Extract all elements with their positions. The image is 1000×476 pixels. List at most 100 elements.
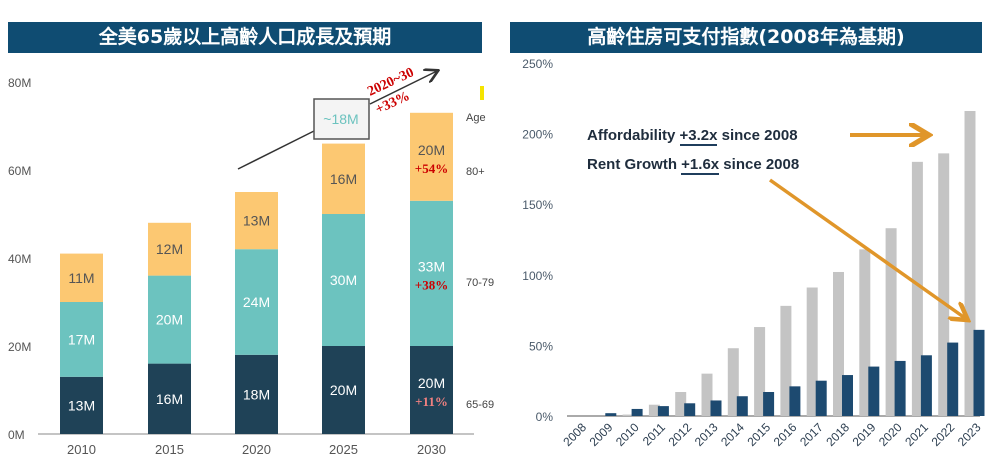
- bar-segment-70-79: [235, 249, 278, 355]
- bar-affordability: [833, 271, 844, 416]
- callout-line: [237, 130, 315, 170]
- right-chart-title: 高齡住房可支付指數(2008年為基期): [510, 22, 982, 53]
- x-tick-label: 2015: [744, 420, 773, 449]
- bar-segment-80+: [235, 192, 278, 250]
- bar-affordability: [806, 287, 818, 416]
- y-tick-label: 40M: [8, 252, 31, 266]
- data-label: 13M: [68, 397, 95, 413]
- y-tick-label: 250%: [522, 57, 553, 71]
- legend-label: 70-79: [466, 277, 494, 289]
- data-label: 18M: [243, 386, 270, 402]
- data-label: 13M: [243, 213, 270, 229]
- bar-segment-80+: [60, 253, 103, 302]
- x-tick-label: 2010: [67, 442, 96, 457]
- bar-rent-growth: [947, 342, 959, 416]
- data-label: 17M: [68, 331, 95, 347]
- y-tick-label: 0%: [536, 410, 554, 424]
- bar-rent-growth: [657, 406, 669, 416]
- rent-growth-prefix: Rent Growth: [587, 156, 682, 173]
- bar-rent-growth: [868, 366, 880, 416]
- x-tick-label: 2011: [640, 420, 668, 448]
- growth-label: +38%: [415, 277, 448, 292]
- x-tick-label: 2021: [902, 420, 931, 449]
- bar-segment-65-69: [60, 376, 103, 434]
- rent-growth-suffix: since 2008: [719, 156, 800, 173]
- data-label: 16M: [156, 391, 183, 407]
- x-tick-label: 2025: [329, 442, 358, 457]
- bar-rent-growth: [842, 375, 853, 416]
- x-tick-label: 2030: [417, 442, 446, 457]
- x-tick-label: 2018: [823, 420, 852, 449]
- bar-segment-70-79: [322, 214, 365, 346]
- bar-affordability: [780, 305, 792, 416]
- y-tick-label: 50%: [529, 339, 553, 353]
- x-tick-label: 2014: [718, 420, 747, 449]
- x-tick-label: 2020: [242, 442, 271, 457]
- bar-segment-70-79: [410, 200, 453, 346]
- left-chart-title: 全美65歲以上高齡人口成長及預期: [8, 22, 482, 53]
- bar-affordability: [964, 111, 976, 417]
- bar-rent-growth: [605, 413, 617, 416]
- data-label: 20M: [418, 142, 445, 158]
- y-tick-label: 60M: [8, 164, 31, 178]
- bar-rent-growth: [920, 355, 932, 416]
- x-tick-label: 2012: [666, 420, 695, 449]
- bar-rent-growth: [789, 386, 801, 416]
- legend-label: 80+: [466, 166, 485, 178]
- rent-growth-highlight: +1.6x: [681, 156, 720, 175]
- bar-segment-80+: [322, 143, 365, 214]
- bar-affordability: [675, 391, 687, 416]
- y-tick-label: 0M: [8, 428, 25, 442]
- callout-box: [313, 98, 370, 140]
- x-tick-label: 2009: [587, 420, 616, 449]
- x-tick-label: 2015: [155, 442, 184, 457]
- bar-segment-80+: [410, 112, 453, 201]
- x-tick-label: 2016: [771, 420, 800, 449]
- data-label: 12M: [156, 241, 183, 257]
- x-tick-label: 2022: [929, 420, 958, 449]
- affordability-prefix: Affordability: [587, 127, 680, 144]
- legend-title: Age: [466, 112, 486, 124]
- data-label: 16M: [330, 171, 357, 187]
- x-tick-label: 2023: [955, 420, 984, 449]
- growth-label: +54%: [415, 161, 448, 176]
- bar-rent-growth: [684, 403, 696, 416]
- bar-affordability: [648, 404, 660, 416]
- data-label: 30M: [330, 272, 357, 288]
- bar-segment-80+: [148, 222, 191, 276]
- bar-segment-65-69: [148, 363, 191, 434]
- bar-segment-65-69: [410, 346, 453, 434]
- growth-arrow: [369, 71, 437, 105]
- rent-growth-annotation: Rent Growth +1.6x since 2008: [587, 156, 800, 175]
- x-tick-label: 2020: [876, 420, 905, 449]
- bar-affordability: [727, 348, 739, 416]
- bar-affordability: [938, 153, 950, 417]
- bar-segment-70-79: [148, 275, 191, 364]
- y-tick-label: 100%: [522, 269, 553, 283]
- data-label: 33M: [418, 258, 445, 274]
- y-tick-label: 80M: [8, 76, 31, 90]
- data-label: 20M: [330, 382, 357, 398]
- legend-marker: [480, 86, 484, 100]
- rent-growth-arrow: [768, 178, 965, 318]
- data-label: 20M: [156, 312, 183, 328]
- y-tick-label: 150%: [522, 198, 553, 212]
- bar-rent-growth: [973, 329, 985, 416]
- bar-affordability: [911, 161, 923, 416]
- data-label: 24M: [243, 294, 270, 310]
- x-tick-label: 2010: [613, 420, 642, 449]
- affordability-highlight: +3.2x: [679, 127, 718, 146]
- x-tick-label: 2013: [692, 420, 721, 449]
- bar-rent-growth: [815, 380, 827, 416]
- growth-label: +11%: [415, 394, 448, 409]
- legend-label: 65-69: [466, 399, 494, 411]
- affordability-annotation: Affordability +3.2x since 2008: [587, 127, 798, 146]
- callout-text: ~18M: [323, 111, 358, 127]
- bar-affordability: [885, 228, 897, 416]
- bar-rent-growth: [736, 396, 748, 416]
- bar-affordability: [859, 249, 871, 416]
- bar-segment-65-69: [322, 346, 365, 434]
- bar-rent-growth: [631, 408, 643, 416]
- bar-rent-growth: [894, 360, 906, 416]
- bar-affordability: [622, 414, 634, 416]
